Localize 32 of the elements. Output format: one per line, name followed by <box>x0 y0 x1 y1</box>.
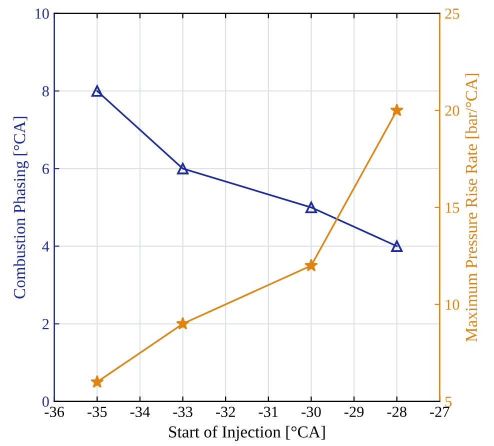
y2-tick-label: 15 <box>446 202 460 213</box>
y2-tick-label: 20 <box>445 106 460 116</box>
y-tick-label: 4 <box>42 241 50 252</box>
point <box>90 375 104 388</box>
x-tick-label: -32 <box>216 406 235 418</box>
x-axis-title: Start of Injection [°CA] <box>169 426 325 441</box>
y-tick-label: 10 <box>36 8 49 19</box>
y2-tick-label: 5 <box>445 396 452 407</box>
y-tick-label: 0 <box>42 396 49 407</box>
x-tick-label: -30 <box>302 406 321 418</box>
point <box>176 316 190 330</box>
x-tick-label: -35 <box>88 406 107 418</box>
point <box>391 240 403 252</box>
point <box>305 202 317 214</box>
point <box>390 103 404 116</box>
y2-axis-title: Maximum Pressure Rise Rate [bar/°CA] <box>465 74 480 342</box>
y2-tick-label: 25 <box>445 8 460 19</box>
point <box>177 162 189 174</box>
point <box>304 258 318 272</box>
y2-tick-label: 10 <box>446 300 460 310</box>
x-tick-label: -36 <box>44 406 64 418</box>
x-tick-label: -31 <box>258 406 278 418</box>
y-tick-label: 8 <box>42 86 49 96</box>
y-tick-label: 6 <box>42 164 50 174</box>
x-tick-label: -33 <box>173 406 192 418</box>
x-tick-label: -28 <box>387 406 406 418</box>
y-tick-label: 2 <box>42 318 49 330</box>
point <box>91 85 103 97</box>
x-tick-label: -34 <box>130 406 150 418</box>
x-tick-label: -27 <box>430 406 450 417</box>
y-axis-title: Combustion Phasing [°CA] <box>13 116 29 298</box>
x-tick-label: -29 <box>344 406 364 418</box>
